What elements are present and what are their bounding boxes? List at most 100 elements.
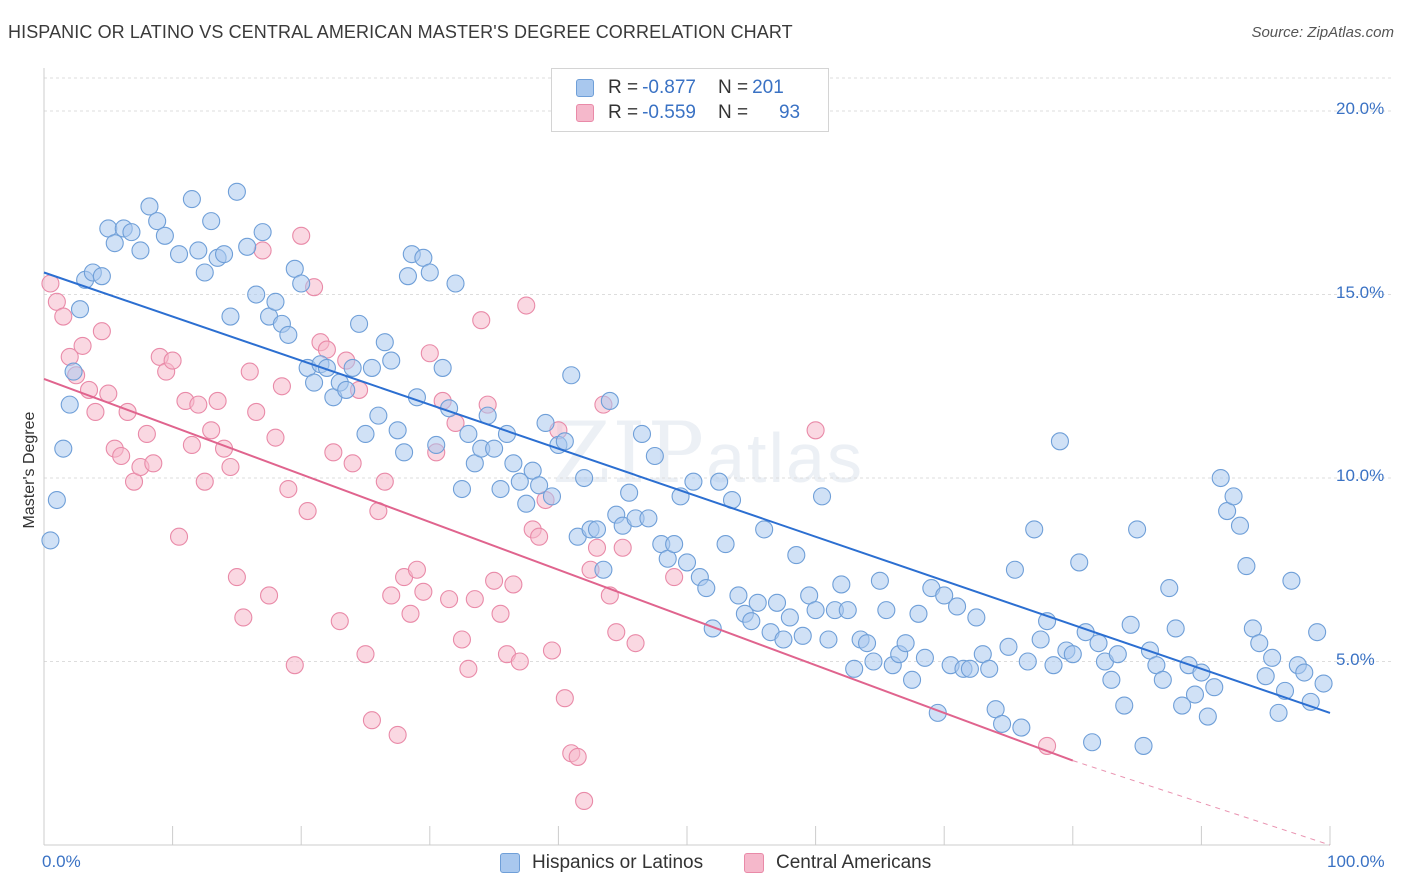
hispanic-point-1 <box>47 490 66 510</box>
hispanic-point-36 <box>305 373 324 392</box>
hispanic-point-124 <box>864 652 883 671</box>
source-credit: Source: ZipAtlas.com <box>1251 24 1394 41</box>
central-american-point-34 <box>259 586 279 605</box>
hispanic-point-57 <box>433 358 452 377</box>
hispanic-point-129 <box>896 634 915 653</box>
x-tick-label-right: 100.0% <box>1327 852 1385 871</box>
r-label: R = <box>608 77 639 98</box>
hispanic-point-117 <box>819 630 838 649</box>
central-american-point-80 <box>555 689 574 708</box>
central-american-point-5 <box>73 336 92 355</box>
r-value: -0.559 <box>642 102 696 123</box>
hispanic-point-144 <box>993 714 1012 733</box>
hispanic-point-3 <box>60 395 79 414</box>
hispanic-point-153 <box>1050 432 1069 451</box>
hispanic-point-27 <box>247 285 266 304</box>
hispanic-point-146 <box>1005 560 1024 579</box>
hispanic-point-192 <box>1301 692 1320 711</box>
hispanic-point-23 <box>214 245 234 264</box>
n-value: 201 <box>752 77 784 98</box>
central-american-point-35 <box>266 428 285 447</box>
hispanic-point-96 <box>684 472 703 491</box>
hispanic-point-130 <box>902 670 922 689</box>
hispanic-point-189 <box>1282 571 1301 590</box>
hispanic-point-178 <box>1211 468 1230 488</box>
n-value: 93 <box>778 102 801 123</box>
hispanic-point-191 <box>1295 663 1314 682</box>
hispanic-point-166 <box>1134 736 1153 755</box>
central-american-point-67 <box>472 311 491 330</box>
hispanic-point-113 <box>793 626 812 645</box>
central-american-point-66 <box>465 590 484 609</box>
hispanic-point-13 <box>131 241 150 260</box>
central-american-point-8 <box>92 322 111 341</box>
hispanic-point-184 <box>1250 634 1269 653</box>
hispanic-point-181 <box>1230 516 1250 535</box>
hispanic-point-156 <box>1070 553 1089 572</box>
hispanic-point-131 <box>909 604 928 623</box>
n-label: N = <box>717 102 749 123</box>
central-american-point-16 <box>144 454 163 473</box>
hispanic-point-28 <box>253 223 272 242</box>
central-american-point-49 <box>356 645 375 664</box>
hispanic-point-132 <box>915 648 934 667</box>
hispanic-point-66 <box>491 479 510 499</box>
hispanic-point-103 <box>729 586 748 605</box>
hispanic-point-46 <box>369 406 388 425</box>
central-american-point-76 <box>530 527 549 546</box>
hispanic-point-158 <box>1083 733 1102 752</box>
central-american-point-78 <box>542 641 562 660</box>
hispanic-point-65 <box>485 439 504 458</box>
hispanic-point-177 <box>1205 678 1224 697</box>
central-american-point-85 <box>587 538 607 557</box>
hispanic-point-152 <box>1044 656 1063 675</box>
hispanic-point-112 <box>787 546 806 565</box>
watermark-atlas: atlas <box>706 419 864 497</box>
hispanic-point-110 <box>774 630 793 649</box>
hispanic-point-79 <box>575 468 594 488</box>
hispanic-point-50 <box>395 443 414 462</box>
central-american-point-89 <box>613 538 632 557</box>
central-american-point-31 <box>240 362 259 381</box>
central-american-point-45 <box>330 612 349 631</box>
central-american-point-44 <box>324 443 343 462</box>
hispanic-point-73 <box>536 413 555 433</box>
central-american-point-57 <box>407 560 426 579</box>
trend-lines <box>43 271 1331 846</box>
hispanic-point-145 <box>999 637 1018 656</box>
central-american-point-24 <box>195 472 214 491</box>
hispanic-point-0 <box>41 531 60 550</box>
hispanic-point-12 <box>122 223 141 242</box>
central-american-point-70 <box>491 604 510 623</box>
y-axis-label: Master's Degree <box>21 411 38 529</box>
hispanic-point-180 <box>1224 487 1243 506</box>
central-americans-points <box>41 226 1057 811</box>
central-american-point-30 <box>234 608 253 627</box>
hispanic-point-140 <box>967 608 986 627</box>
hispanic-point-82 <box>594 560 613 579</box>
hispanic-point-20 <box>195 263 214 282</box>
pink-swatch <box>576 104 594 122</box>
hispanic-point-182 <box>1237 557 1256 576</box>
hispanic-trend-line <box>43 271 1331 714</box>
hispanic-point-119 <box>832 575 851 594</box>
r-label: R = <box>608 102 639 123</box>
hispanic-point-95 <box>677 553 697 572</box>
hispanic-point-5 <box>70 300 90 319</box>
hispanic-point-74 <box>542 487 562 506</box>
hispanic-point-25 <box>227 182 246 201</box>
central-american-point-50 <box>362 711 381 730</box>
legend-label-central-americans: Central Americans <box>776 852 932 873</box>
stats-legend: R = -0.877 N = 201 R = -0.559 N = 93 <box>551 68 829 132</box>
hispanic-point-172 <box>1173 696 1192 715</box>
hispanic-point-185 <box>1256 667 1275 686</box>
hispanic-point-90 <box>645 446 664 466</box>
hispanic-point-2 <box>54 439 73 458</box>
central-american-point-33 <box>253 241 272 260</box>
hispanic-point-77 <box>562 366 581 385</box>
hispanic-point-164 <box>1121 615 1140 634</box>
central-american-point-2 <box>54 307 73 326</box>
central-american-point-82 <box>568 747 587 766</box>
central-american-point-64 <box>452 630 472 649</box>
